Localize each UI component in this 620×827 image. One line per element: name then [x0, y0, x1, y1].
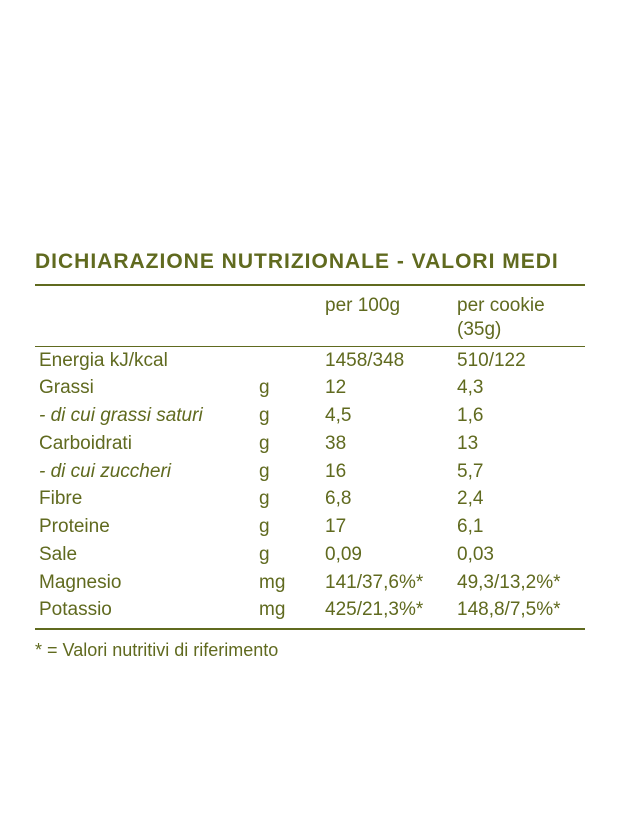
cell-unit: g: [255, 513, 321, 541]
cell-name: Grassi: [35, 374, 255, 402]
table-body: Energia kJ/kcal1458/348510/122Grassig124…: [35, 346, 585, 629]
cell-per100g: 0,09: [321, 541, 453, 569]
table-header-row: per 100g per cookie (35g): [35, 292, 585, 346]
cell-name: Carboidrati: [35, 430, 255, 458]
col-per100g-header: per 100g: [321, 292, 453, 346]
cell-per100g: 4,5: [321, 402, 453, 430]
cell-unit: g: [255, 402, 321, 430]
nutrition-table: per 100g per cookie (35g) Energia kJ/kca…: [35, 292, 585, 630]
cell-percookie: 510/122: [453, 346, 585, 374]
cell-name: Potassio: [35, 596, 255, 629]
cell-percookie: 2,4: [453, 485, 585, 513]
cell-name: Proteine: [35, 513, 255, 541]
cell-per100g: 16: [321, 458, 453, 486]
cell-percookie: 13: [453, 430, 585, 458]
cell-per100g: 141/37,6%*: [321, 569, 453, 597]
cell-name: - di cui grassi saturi: [35, 402, 255, 430]
table-row: Energia kJ/kcal 1458/348510/122: [35, 346, 585, 374]
table-row: - di cui grassi saturig4,51,6: [35, 402, 585, 430]
nutrition-panel: DICHIARAZIONE NUTRIZIONALE - VALORI MEDI…: [35, 250, 585, 661]
cell-unit: g: [255, 430, 321, 458]
cell-name: - di cui zuccheri: [35, 458, 255, 486]
cell-percookie: 1,6: [453, 402, 585, 430]
cell-unit: g: [255, 458, 321, 486]
cell-percookie: 0,03: [453, 541, 585, 569]
table-row: Grassig124,3: [35, 374, 585, 402]
cell-per100g: 38: [321, 430, 453, 458]
cell-unit: g: [255, 541, 321, 569]
cell-name: Energia kJ/kcal: [35, 346, 255, 374]
col-name-header: [35, 292, 255, 346]
cell-percookie: 4,3: [453, 374, 585, 402]
table-row: Potassiomg425/21,3%*148,8/7,5%*: [35, 596, 585, 629]
cell-percookie: 148,8/7,5%*: [453, 596, 585, 629]
cell-unit: [255, 346, 321, 374]
cell-unit: mg: [255, 569, 321, 597]
cell-per100g: 6,8: [321, 485, 453, 513]
table-row: - di cui zuccherig165,7: [35, 458, 585, 486]
footnote: * = Valori nutritivi di riferimento: [35, 640, 585, 661]
cell-per100g: 12: [321, 374, 453, 402]
col-unit-header: [255, 292, 321, 346]
cell-unit: g: [255, 485, 321, 513]
cell-per100g: 17: [321, 513, 453, 541]
cell-name: Fibre: [35, 485, 255, 513]
cell-percookie: 6,1: [453, 513, 585, 541]
cell-unit: mg: [255, 596, 321, 629]
cell-per100g: 1458/348: [321, 346, 453, 374]
panel-title: DICHIARAZIONE NUTRIZIONALE - VALORI MEDI: [35, 250, 585, 286]
table-row: Carboidratig3813: [35, 430, 585, 458]
table-row: Fibreg6,82,4: [35, 485, 585, 513]
cell-name: Sale: [35, 541, 255, 569]
cell-name: Magnesio: [35, 569, 255, 597]
table-row: Proteineg176,1: [35, 513, 585, 541]
cell-percookie: 5,7: [453, 458, 585, 486]
table-row: Magnesiomg141/37,6%*49,3/13,2%*: [35, 569, 585, 597]
table-row: Saleg0,090,03: [35, 541, 585, 569]
cell-percookie: 49,3/13,2%*: [453, 569, 585, 597]
cell-unit: g: [255, 374, 321, 402]
col-percookie-header: per cookie (35g): [453, 292, 585, 346]
cell-per100g: 425/21,3%*: [321, 596, 453, 629]
